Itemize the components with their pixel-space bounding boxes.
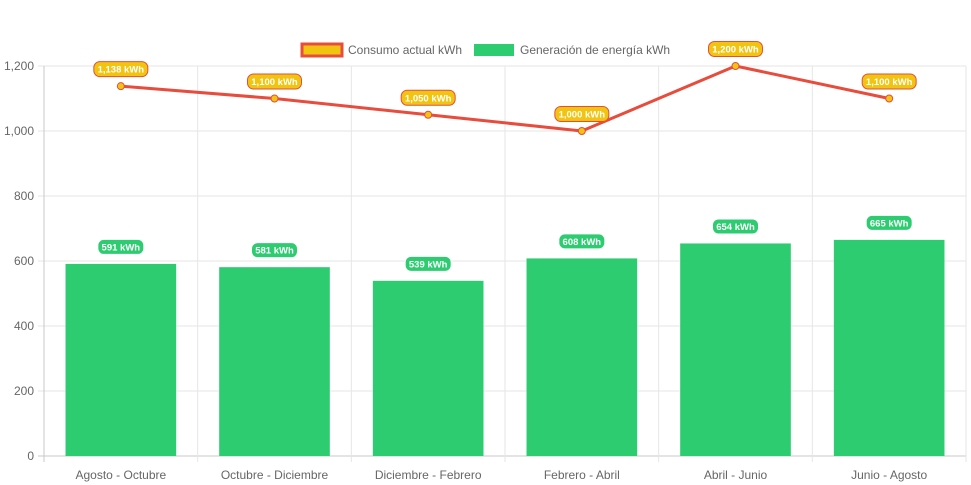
- line-point: [424, 110, 433, 119]
- data-label-text: 1,050 kWh: [405, 93, 452, 104]
- x-tick-label: Octubre - Diciembre: [221, 468, 329, 482]
- x-tick-label: Abril - Junio: [704, 468, 768, 482]
- legend-swatch-generacion: [474, 44, 514, 56]
- y-tick-label: 200: [14, 384, 34, 398]
- legend-swatch-consumo: [300, 42, 344, 58]
- data-label-text: 1,138 kWh: [98, 65, 145, 76]
- legend-item-consumo[interactable]: Consumo actual kWh: [300, 42, 462, 58]
- x-tick-label: Junio - Agosto: [851, 468, 927, 482]
- bar: [372, 280, 484, 456]
- line-point: [731, 62, 740, 70]
- data-label-bubble: [404, 255, 452, 272]
- bar: [65, 263, 177, 456]
- grid: [38, 65, 967, 462]
- data-label-bubble: [554, 106, 610, 122]
- y-tick-label: 1,200: [4, 59, 34, 73]
- line-path: [120, 64, 890, 133]
- legend-label-consumo: Consumo actual kWh: [348, 43, 462, 57]
- data-label-bubble: [97, 238, 145, 255]
- data-label-text: 608 kWh: [563, 237, 602, 248]
- data-label-text: 581 kWh: [255, 246, 294, 257]
- y-tick-label: 400: [14, 319, 34, 333]
- data-label-text: 665 kWh: [870, 218, 909, 229]
- data-labels: 591 kWh 581 kWh 539 kWh 608 kWh 654 kWh 665 k…: [93, 41, 917, 272]
- line-point: [577, 127, 586, 135]
- bars: [65, 239, 945, 456]
- data-label-bubble: [247, 73, 302, 90]
- legend-label-generacion: Generación de energía kWh: [520, 43, 670, 57]
- data-label-bubble: [400, 89, 456, 106]
- legend[interactable]: Consumo actual kWh Generación de energía…: [300, 42, 670, 58]
- data-label-text: 654 kWh: [716, 222, 755, 233]
- data-label-bubble: [558, 233, 606, 250]
- y-tick-label: 600: [14, 254, 34, 268]
- line-point: [270, 94, 279, 103]
- line-point: [885, 94, 894, 103]
- data-label-bubble: [861, 73, 917, 90]
- data-label-text: 1,100 kWh: [866, 77, 913, 88]
- data-label-text: 1,200 kWh: [712, 45, 759, 56]
- line-point: [116, 82, 125, 91]
- data-label-text: 1,100 kWh: [251, 77, 298, 88]
- data-label-text: 539 kWh: [409, 259, 448, 270]
- data-label-text: 591 kWh: [102, 242, 141, 253]
- data-label-bubble: [865, 214, 913, 231]
- x-tick-label: Diciembre - Febrero: [375, 468, 482, 482]
- y-tick-label: 800: [14, 189, 34, 203]
- bar: [680, 243, 791, 456]
- bar: [526, 258, 638, 456]
- legend-item-generacion[interactable]: Generación de energía kWh: [474, 43, 670, 57]
- data-label-bubble: [251, 242, 298, 259]
- data-label-bubble: [712, 218, 759, 235]
- y-tick-label: 1,000: [4, 124, 34, 138]
- axes: 0 200 400 600 800 1,000 1,200 Agosto - Octubre O…: [4, 59, 928, 482]
- bar: [833, 239, 945, 456]
- line-series: [116, 62, 894, 135]
- y-tick-label: 0: [27, 449, 34, 463]
- x-tick-label: Agosto - Octubre: [75, 468, 166, 482]
- data-label-text: 1,000 kWh: [559, 110, 606, 121]
- data-label-bubble: [93, 61, 149, 78]
- x-tick-label: Febrero - Abril: [544, 468, 620, 482]
- data-label-bubble: [708, 41, 763, 57]
- bar: [219, 267, 330, 456]
